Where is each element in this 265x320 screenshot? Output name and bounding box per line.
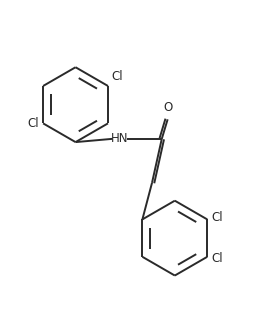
Text: Cl: Cl (211, 211, 223, 224)
Text: Cl: Cl (112, 70, 123, 83)
Text: Cl: Cl (211, 252, 223, 265)
Text: O: O (163, 101, 172, 115)
Text: Cl: Cl (28, 117, 39, 130)
Text: HN: HN (111, 132, 128, 145)
